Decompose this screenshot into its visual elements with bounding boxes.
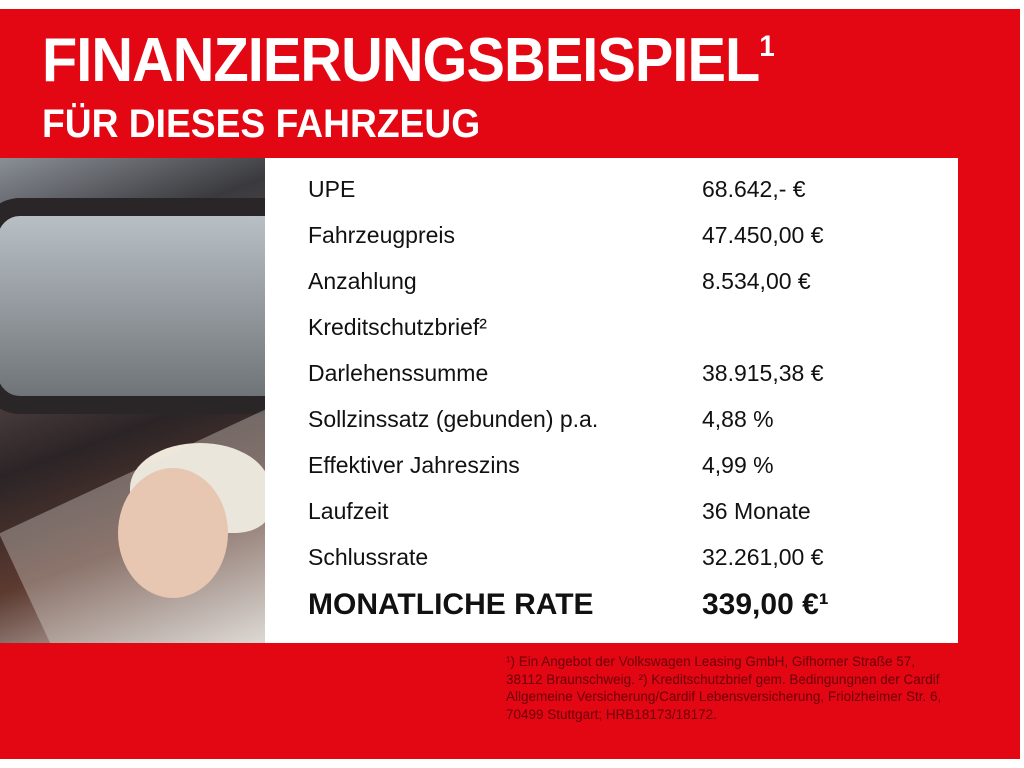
row-label: Darlehenssumme [308,360,489,386]
title-text: FINANZIERUNGSBEISPIEL [42,26,760,95]
row-value: 38.915,38 € [702,360,824,386]
footnote: ¹) Ein Angebot der Volkswagen Leasing Gm… [506,654,942,722]
row-label: Sollzinssatz (gebunden) p.a. [308,406,599,432]
page-title: FINANZIERUNGSBEISPIEL1 [42,30,775,92]
row-label: UPE [308,176,356,202]
row-value: 36 Monate [702,498,811,524]
row-value: 8.534,00 € [702,268,811,294]
row-value: 68.642,- € [702,176,806,202]
woman-in-car-photo [0,158,265,643]
page-subtitle: FÜR DIESES FAHRZEUG [42,102,481,146]
title-footnote-mark: 1 [759,30,775,63]
monthly-rate-value: 339,00 €¹ [702,588,829,621]
row-value: 47.450,00 € [702,222,824,248]
row-label: Anzahlung [308,268,417,294]
row-value: 32.261,00 € [702,544,824,570]
row-label: Effektiver Jahreszins [308,452,520,478]
row-label: Kreditschutzbrief² [308,314,487,340]
row-label: Fahrzeugpreis [308,222,456,248]
monthly-rate-label: MONATLICHE RATE [308,588,594,621]
financing-table: UPE 68.642,- € Fahrzeugpreis 47.450,00 €… [265,158,958,643]
row-value: 4,88 % [702,406,774,432]
row-label: Schlussrate [308,544,429,570]
row-value: 4,99 % [702,452,774,478]
row-label: Laufzeit [308,498,389,524]
